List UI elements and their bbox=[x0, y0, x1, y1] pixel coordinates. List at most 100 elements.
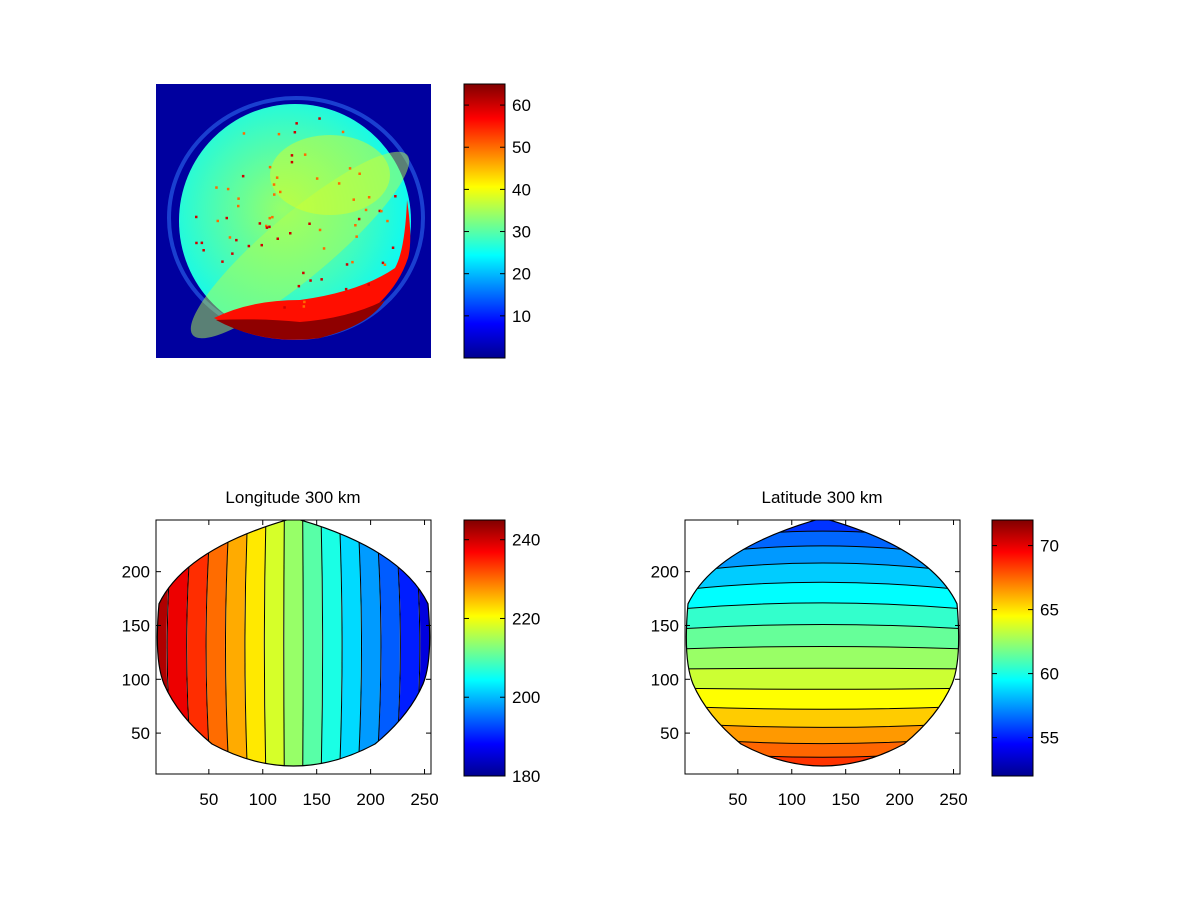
longitude-contour-line bbox=[263, 520, 267, 766]
image-hot-pixel bbox=[276, 237, 279, 240]
image-hot-pixel bbox=[380, 209, 383, 213]
colorbar-2-tick-label-2: 220 bbox=[512, 609, 540, 628]
image-hot-pixel bbox=[391, 246, 395, 249]
latitude-band bbox=[686, 563, 959, 591]
colorbar-3-tick-label-1: 60 bbox=[1040, 665, 1059, 684]
longitude-disk-edge bbox=[156, 520, 431, 767]
longitude-contour-line bbox=[224, 520, 230, 766]
latitude-xtick-label-2: 150 bbox=[831, 790, 859, 809]
image-hot-pixel bbox=[318, 228, 322, 232]
latitude-contour-line bbox=[686, 581, 959, 591]
colorbar-2-tick-label-1: 200 bbox=[512, 688, 540, 707]
image-hot-pixel bbox=[367, 196, 371, 199]
image-hot-pixel bbox=[283, 306, 286, 309]
image-hot-pixel bbox=[265, 226, 269, 229]
image-hot-pixel bbox=[357, 217, 361, 221]
colorbar-1-tick-label-2: 30 bbox=[512, 223, 531, 242]
latitude-contour-line bbox=[686, 706, 959, 710]
colorbar-1-tick-label-4: 50 bbox=[512, 138, 531, 157]
image-hot-pixel bbox=[216, 219, 219, 223]
image-hot-pixel bbox=[381, 261, 385, 265]
longitude-band bbox=[264, 520, 285, 766]
latitude-contour-line bbox=[686, 520, 959, 522]
image-hot-pixel bbox=[228, 236, 232, 239]
latitude-band bbox=[680, 773, 965, 792]
longitude-xtick-label-2: 150 bbox=[302, 790, 330, 809]
longitude-band bbox=[339, 520, 361, 766]
longitude-xtick-label-4: 250 bbox=[410, 790, 438, 809]
image-hot-pixel bbox=[272, 183, 276, 186]
image-hot-pixel bbox=[367, 283, 370, 286]
image-hot-pixel bbox=[260, 243, 263, 247]
image-hot-pixel bbox=[315, 177, 319, 180]
image-hot-pixel bbox=[302, 271, 305, 275]
longitude-band bbox=[321, 520, 342, 766]
image-hot-pixel bbox=[271, 215, 274, 219]
latitude-contour-line bbox=[686, 645, 959, 650]
image-hot-pixel bbox=[290, 154, 294, 157]
longitude-ytick-label-0: 50 bbox=[131, 724, 150, 743]
latitude-band bbox=[686, 668, 959, 690]
image-hot-pixel bbox=[242, 132, 246, 135]
longitude-contour-line bbox=[338, 520, 343, 766]
image-hot-pixel bbox=[355, 235, 358, 238]
latitude-title: Latitude 300 km bbox=[762, 488, 883, 507]
image-hot-pixel bbox=[268, 225, 271, 229]
image-hot-pixel bbox=[231, 252, 234, 255]
image-hot-pixel bbox=[226, 187, 230, 191]
longitude-contour-line bbox=[244, 520, 249, 766]
image-hot-pixel bbox=[275, 176, 279, 179]
image-hot-pixel bbox=[258, 222, 262, 225]
colorbar-2-tick-label-3: 240 bbox=[512, 531, 540, 550]
image-hot-pixel bbox=[290, 160, 294, 164]
longitude-contour-line bbox=[320, 520, 324, 766]
latitude-contour-line bbox=[686, 687, 959, 690]
longitude-title: Longitude 300 km bbox=[225, 488, 360, 507]
longitude-band bbox=[226, 520, 248, 766]
latitude-ytick-label-1: 100 bbox=[651, 670, 679, 689]
latitude-band bbox=[686, 545, 959, 573]
image-hot-pixel bbox=[345, 263, 349, 266]
image-hot-pixel bbox=[200, 241, 204, 245]
image-warm-region bbox=[270, 135, 390, 215]
colorbar-3-tick-label-3: 70 bbox=[1040, 537, 1059, 556]
colorbar-3-gradient bbox=[991, 519, 1034, 777]
image-hot-pixel bbox=[318, 117, 321, 120]
image-hot-pixel bbox=[341, 130, 345, 134]
image-hot-pixel bbox=[383, 263, 387, 266]
image-hot-pixel bbox=[277, 132, 281, 136]
latitude-contour-line bbox=[686, 623, 959, 630]
latitude-band bbox=[686, 688, 959, 710]
longitude-xtick-label-3: 200 bbox=[356, 790, 384, 809]
latitude-xtick-label-3: 200 bbox=[885, 790, 913, 809]
latitude-contour-line bbox=[686, 667, 959, 670]
image-hot-pixel bbox=[225, 216, 228, 220]
image-hot-pixel bbox=[237, 204, 240, 208]
longitude-band bbox=[431, 515, 444, 779]
image-hot-pixel bbox=[354, 224, 357, 227]
image-hot-pixel bbox=[268, 165, 272, 169]
image-hot-pixel bbox=[337, 182, 341, 185]
image-hot-pixel bbox=[195, 215, 198, 219]
image-hot-pixel bbox=[344, 287, 348, 291]
longitude-ytick-label-2: 150 bbox=[122, 616, 150, 635]
image-hot-pixel bbox=[322, 247, 326, 250]
longitude-xtick-label-1: 100 bbox=[249, 790, 277, 809]
longitude-xtick-label-0: 50 bbox=[199, 790, 218, 809]
latitude-xtick-label-1: 100 bbox=[778, 790, 806, 809]
image-bright-rim bbox=[214, 200, 411, 340]
latitude-contour-line bbox=[686, 602, 959, 610]
colorbar-1-gradient bbox=[463, 83, 506, 359]
image-hot-pixel bbox=[279, 190, 282, 194]
image-hot-pixel bbox=[295, 122, 298, 125]
latitude-band bbox=[686, 624, 959, 650]
image-hot-pixel bbox=[351, 260, 354, 264]
longitude-ytick-label-1: 100 bbox=[122, 670, 150, 689]
image-hot-pixel bbox=[320, 278, 323, 281]
longitude-axes-frame bbox=[155, 519, 432, 775]
colorbar-2-gradient bbox=[463, 519, 506, 777]
image-hot-pixel bbox=[265, 224, 268, 228]
image-hot-pixel bbox=[202, 249, 205, 252]
longitude-band bbox=[206, 520, 230, 766]
